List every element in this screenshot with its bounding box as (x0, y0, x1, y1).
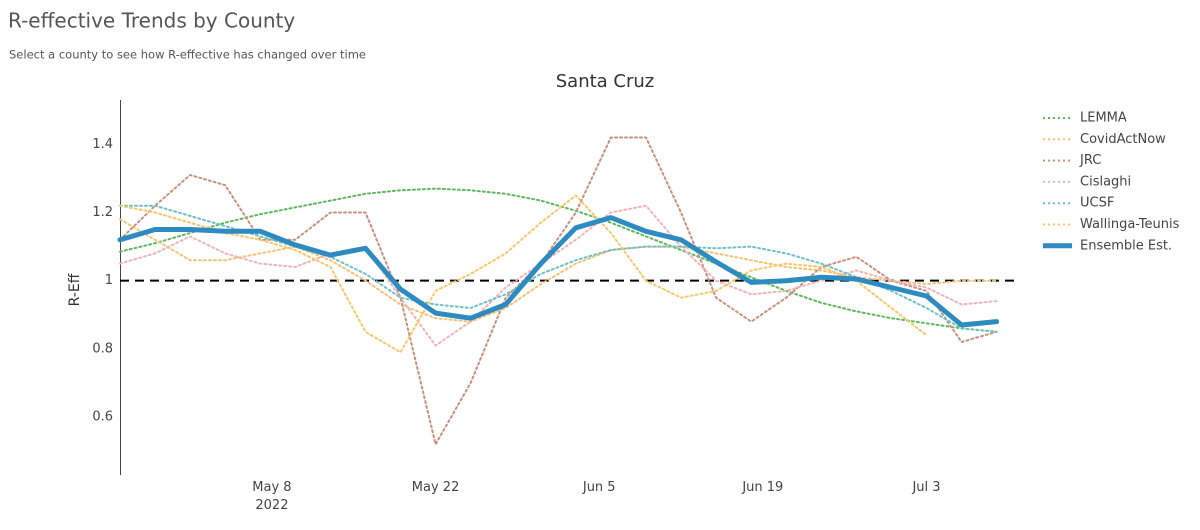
x-tick-label: Jun 5 (582, 480, 616, 495)
y-tick-label: 0.6 (92, 410, 113, 425)
x-tick-label: Jun 19 (741, 480, 783, 495)
legend-label: Ensemble Est. (1080, 238, 1172, 253)
legend-label: Wallinga-Teunis (1080, 217, 1180, 232)
series-line (119, 218, 998, 323)
x-tick-label: May 8 2022 (252, 480, 291, 513)
y-tick-label: 1.4 (92, 137, 113, 152)
legend-label: Cislaghi (1080, 174, 1131, 189)
y-tick-label: 1.2 (92, 205, 113, 220)
chart-title: Santa Cruz (556, 71, 655, 92)
legend-label: LEMMA (1080, 111, 1127, 126)
y-tick-label: 0.8 (92, 341, 113, 356)
series-line (119, 194, 928, 354)
x-tick-label: May 22 (412, 480, 460, 495)
series-line (119, 187, 998, 333)
legend-label: UCSF (1080, 196, 1114, 211)
series-line (119, 136, 998, 446)
x-tick-label: Jul 3 (911, 480, 940, 495)
page-title: R-effective Trends by County (8, 9, 295, 33)
series-line (117, 215, 1000, 328)
y-axis-label: R-Eff (67, 273, 83, 306)
legend-label: JRC (1079, 153, 1101, 168)
page-subtitle: Select a county to see how R-effective h… (9, 48, 366, 62)
series-line (119, 204, 998, 333)
y-tick-label: 1 (105, 273, 113, 288)
legend-label: CovidActNow (1080, 132, 1166, 147)
series-line (119, 204, 998, 347)
